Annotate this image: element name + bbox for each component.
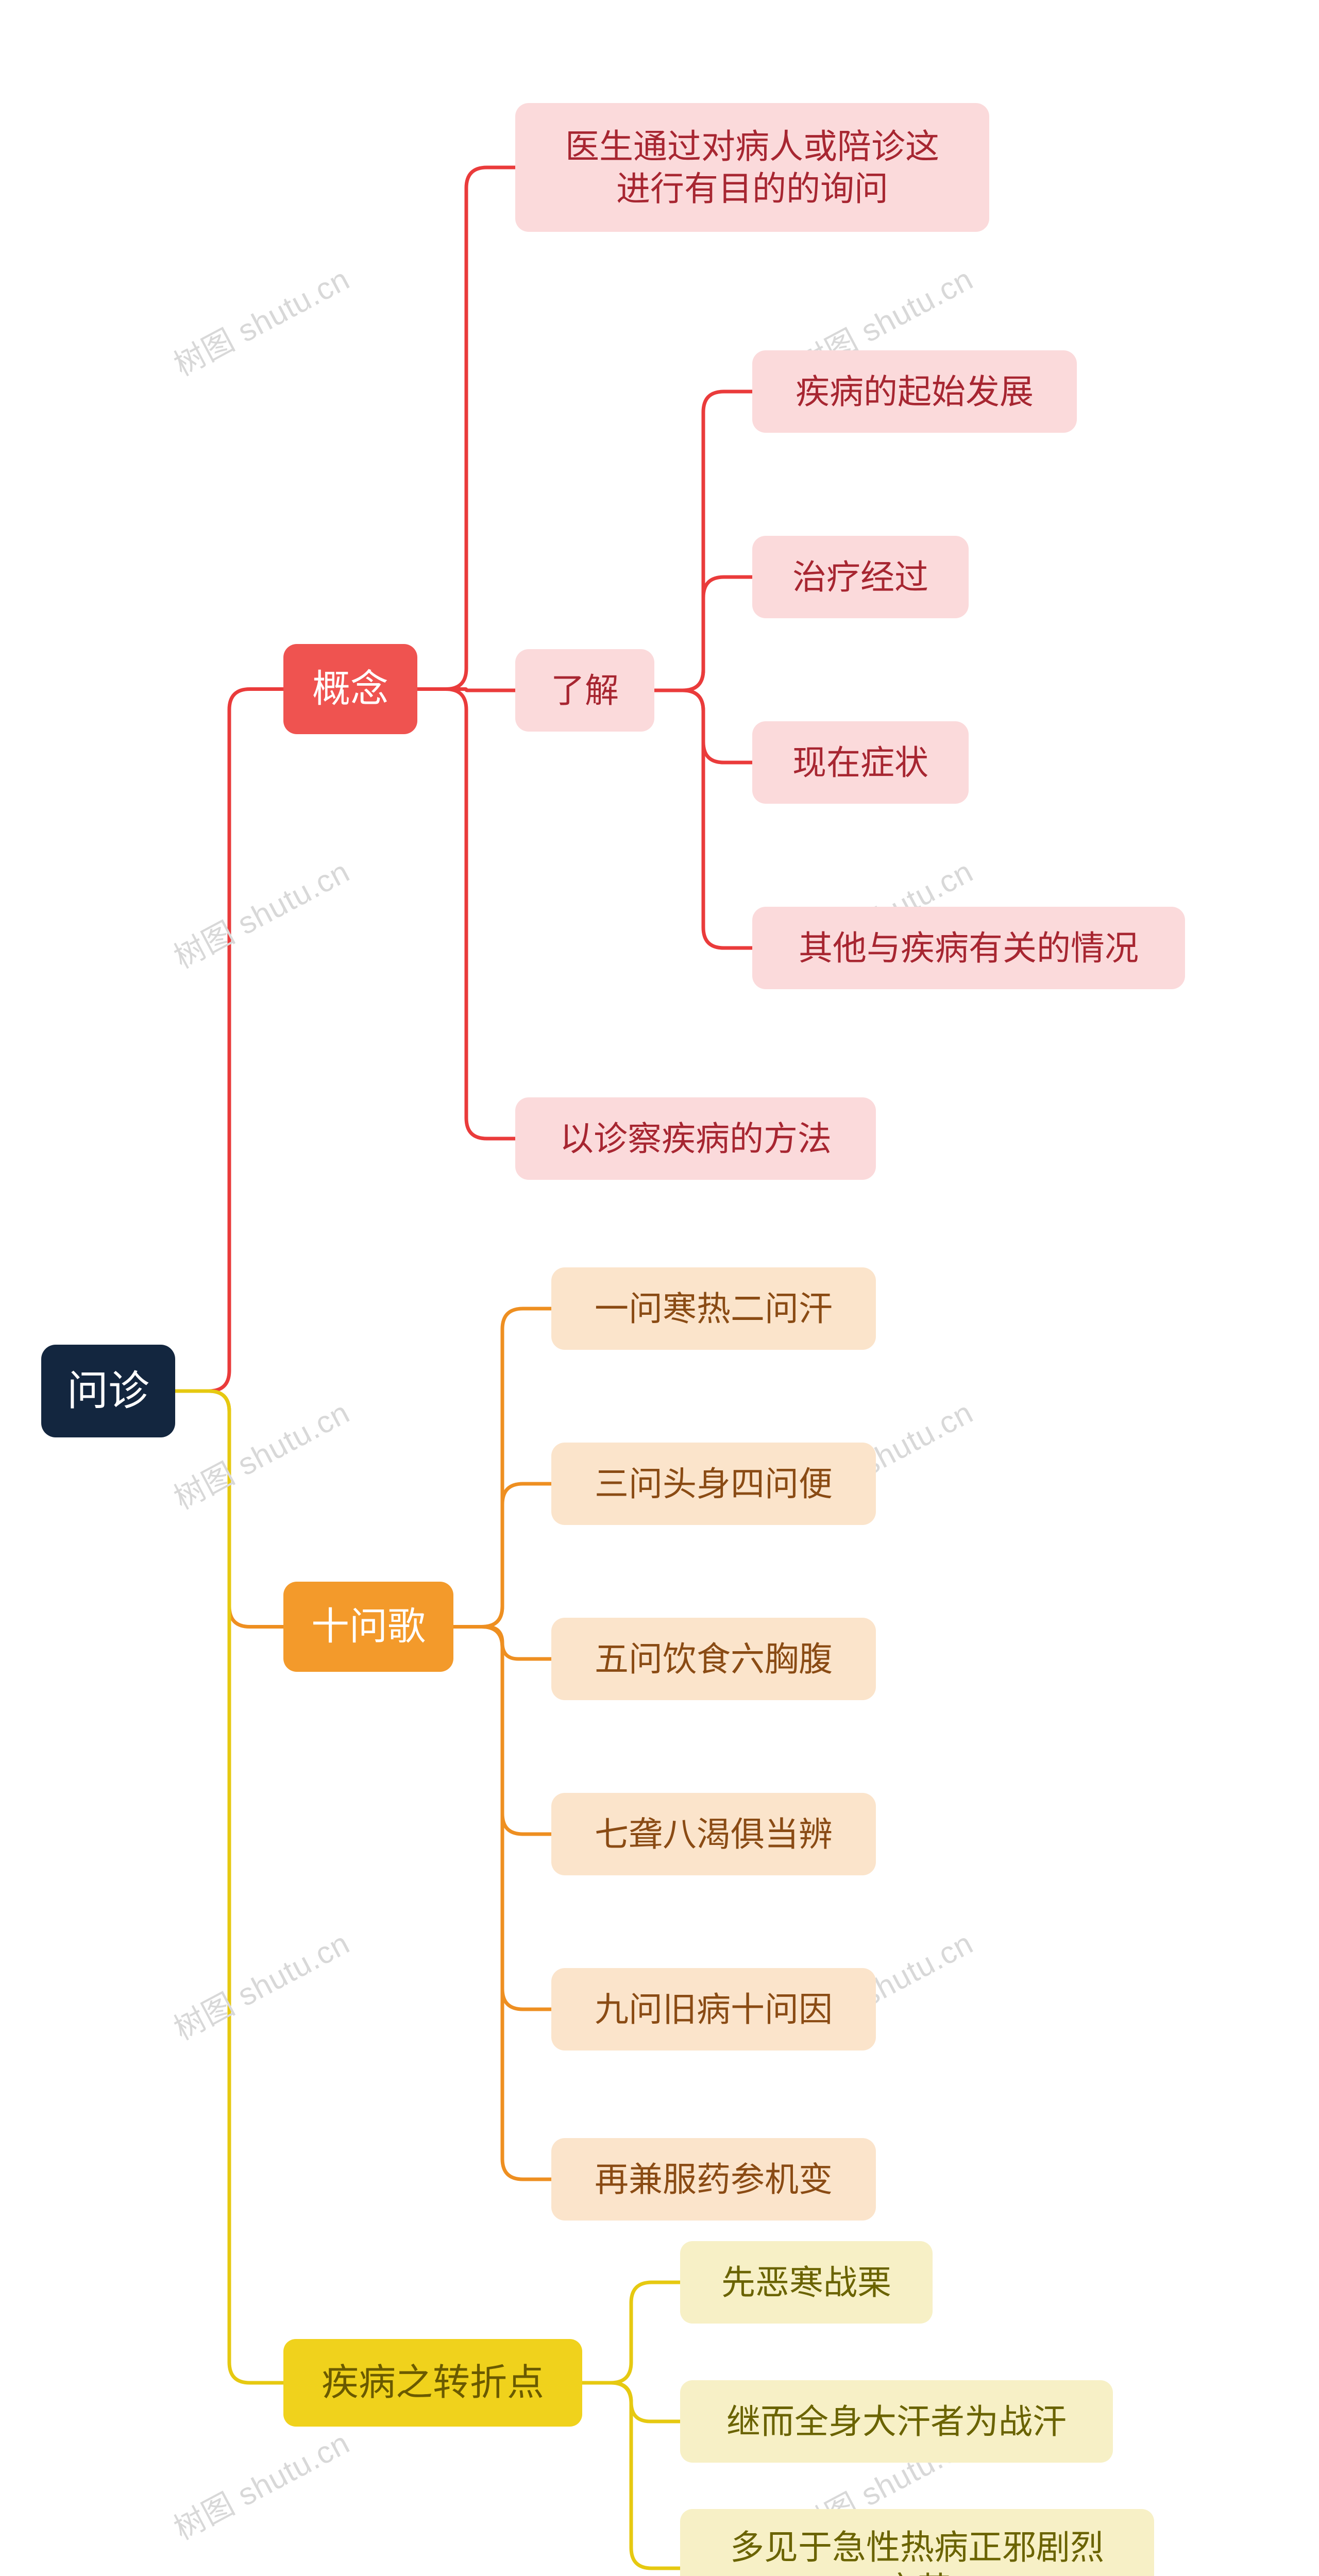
watermark: 树图 shutu.cn [165,2418,357,2549]
connector [175,1391,283,1627]
node-r2a[interactable]: 疾病的起始发展 [752,350,1077,433]
node-y2[interactable]: 继而全身大汗者为战汗 [680,2380,1113,2463]
node-b1[interactable]: 概念 [283,644,417,734]
connector [453,1309,551,1627]
node-o1[interactable]: 一问寒热二问汗 [551,1267,876,1350]
connector [654,577,752,690]
node-r3[interactable]: 以诊察疾病的方法 [515,1097,876,1180]
node-o6[interactable]: 再兼服药参机变 [551,2138,876,2221]
connector [417,167,515,689]
watermark: 树图 shutu.cn [165,847,357,977]
node-r2[interactable]: 了解 [515,649,654,732]
connector [417,689,515,691]
node-root[interactable]: 问诊 [41,1345,175,1437]
connector [453,1627,551,1835]
connector [175,689,283,1392]
connector [453,1627,551,2180]
connector [417,689,515,1139]
node-r2b[interactable]: 治疗经过 [752,536,969,618]
node-y1[interactable]: 先恶寒战栗 [680,2241,933,2324]
watermark: 树图 shutu.cn [165,1388,357,1518]
node-b3[interactable]: 疾病之转折点 [283,2339,582,2427]
node-o5[interactable]: 九问旧病十问因 [551,1968,876,2050]
node-r1[interactable]: 医生通过对病人或陪诊这 进行有目的的询问 [515,103,989,232]
connector [453,1484,551,1627]
connector [453,1627,551,2010]
node-o4[interactable]: 七聋八渴俱当辨 [551,1793,876,1875]
node-r2c[interactable]: 现在症状 [752,721,969,804]
node-o2[interactable]: 三问头身四问便 [551,1443,876,1525]
connector [175,1391,283,2383]
watermark: 树图 shutu.cn [165,1919,357,2049]
node-o3[interactable]: 五问饮食六胸腹 [551,1618,876,1700]
connector [582,2282,680,2383]
mindmap-canvas: 树图 shutu.cn 树图 shutu.cn 树图 shutu.cn 树图 shut… [0,0,1319,2576]
connector [654,392,752,690]
connector [654,690,752,948]
watermark: 树图 shutu.cn [165,255,357,385]
node-y3[interactable]: 多见于急性热病正邪剧烈 变革 [680,2509,1154,2576]
connector [654,690,752,762]
node-b2[interactable]: 十问歌 [283,1582,453,1672]
connector [582,2383,680,2421]
connector [582,2383,680,2568]
node-r2d[interactable]: 其他与疾病有关的情况 [752,907,1185,989]
connector [453,1627,551,1659]
